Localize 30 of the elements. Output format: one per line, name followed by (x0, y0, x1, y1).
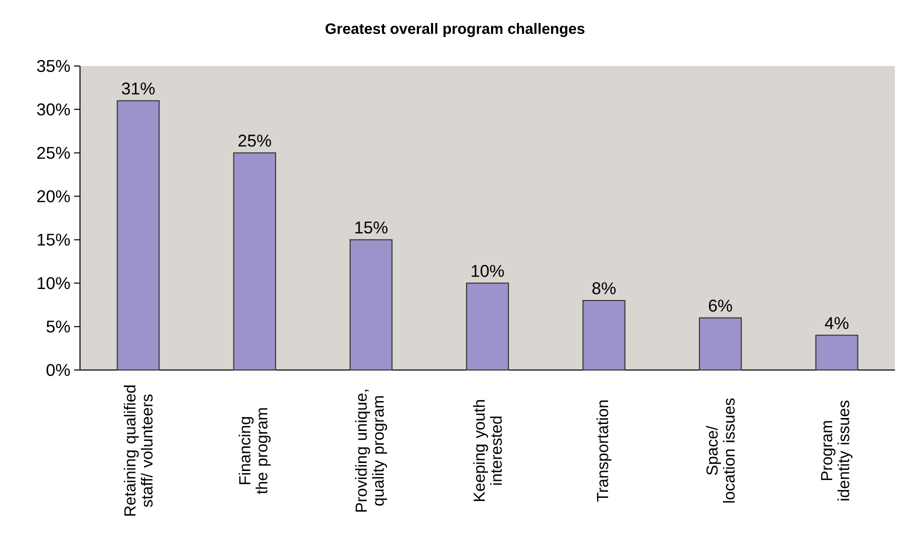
bar (350, 239, 393, 370)
data-label: 4% (824, 317, 848, 330)
bar (233, 152, 276, 370)
bar (698, 317, 742, 370)
y-tick-label: 15% (38, 234, 70, 246)
x-tick-label: Retaining qualified staff/ volunteers (124, 386, 153, 516)
y-tick-label: 5% (46, 320, 70, 333)
data-label: 31% (122, 82, 155, 95)
x-tick-label: Transportation (596, 400, 612, 502)
data-label: 6% (708, 300, 732, 312)
bar (815, 334, 858, 370)
chart-title: Greatest overall program challenges (326, 22, 584, 38)
x-tick-label: Financing the program (238, 408, 271, 494)
data-label: 8% (592, 282, 616, 294)
x-tick-label: Providing unique, quality program (355, 390, 388, 512)
bar (466, 282, 509, 370)
y-tick-label: 30% (37, 103, 70, 116)
bar (582, 300, 626, 370)
y-tick-label: 20% (37, 190, 70, 202)
data-label: 15% (355, 222, 388, 234)
data-label: 25% (238, 134, 272, 147)
x-tick-label: Keeping youth interested (473, 400, 502, 501)
x-tick-label: Program identity issues (821, 400, 852, 500)
x-tick-label: Space/ location issues (706, 398, 735, 503)
y-tick-label: 35% (37, 60, 70, 72)
bar (116, 100, 160, 370)
y-tick-label: 0% (46, 364, 70, 376)
y-tick-label: 25% (37, 146, 70, 159)
y-tick-label: 10% (38, 277, 70, 290)
data-label: 10% (472, 264, 504, 277)
